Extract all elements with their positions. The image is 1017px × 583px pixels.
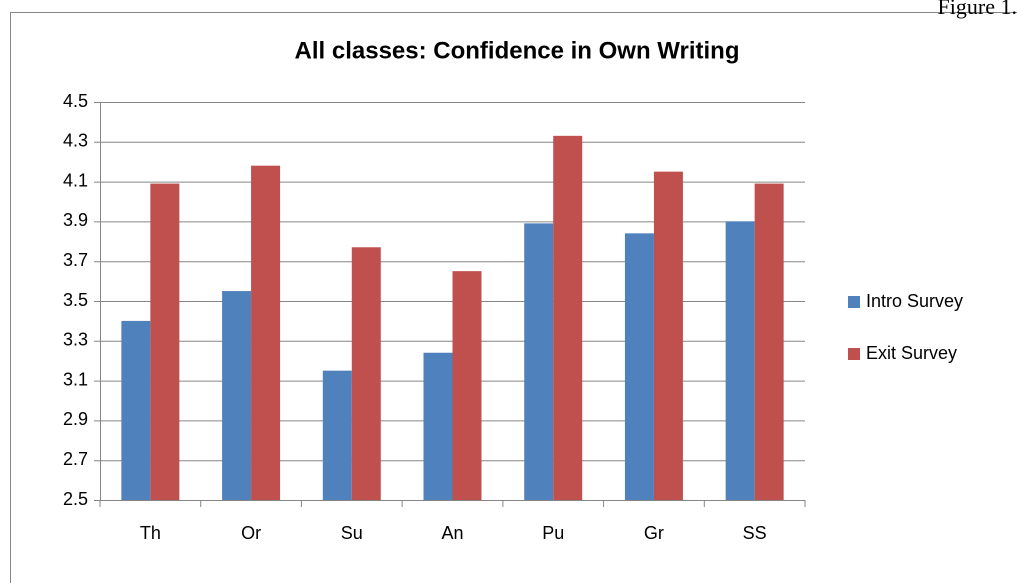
y-tick-label: 3.5	[63, 290, 88, 310]
bar	[423, 352, 453, 500]
x-tick-label: Su	[341, 523, 363, 543]
y-tick-label: 2.9	[63, 409, 88, 429]
bar	[251, 165, 281, 500]
bar	[322, 370, 352, 500]
bar	[452, 271, 482, 500]
bar	[222, 291, 252, 500]
x-tick-label: Pu	[542, 523, 564, 543]
y-tick-label: 4.5	[63, 91, 88, 111]
y-tick-label: 3.1	[63, 369, 88, 389]
legend-swatch	[848, 348, 860, 360]
x-tick-label: Gr	[644, 523, 664, 543]
bar	[725, 221, 755, 500]
y-tick-label: 3.9	[63, 210, 88, 230]
y-tick-label: 4.1	[63, 170, 88, 190]
bar	[553, 135, 583, 500]
x-tick-label: Or	[241, 523, 261, 543]
y-tick-label: 2.5	[63, 489, 88, 509]
legend-label: Exit Survey	[866, 343, 957, 363]
y-tick-label: 3.3	[63, 330, 88, 350]
bar	[653, 171, 683, 500]
chart-title: All classes: Confidence in Own Writing	[295, 37, 740, 64]
x-tick-label: Th	[140, 523, 161, 543]
bar	[754, 183, 784, 500]
legend-label: Intro Survey	[866, 291, 963, 311]
x-tick-label: SS	[743, 523, 767, 543]
bar	[150, 183, 180, 500]
bar	[524, 223, 554, 500]
bar	[351, 247, 381, 500]
y-tick-label: 2.7	[63, 449, 88, 469]
bar	[624, 233, 654, 500]
y-tick-label: 4.3	[63, 131, 88, 151]
figure-label: Figure 1.	[938, 0, 1017, 19]
y-tick-label: 3.7	[63, 250, 88, 270]
x-tick-label: An	[441, 523, 463, 543]
bar	[121, 320, 151, 500]
legend-swatch	[848, 296, 860, 308]
